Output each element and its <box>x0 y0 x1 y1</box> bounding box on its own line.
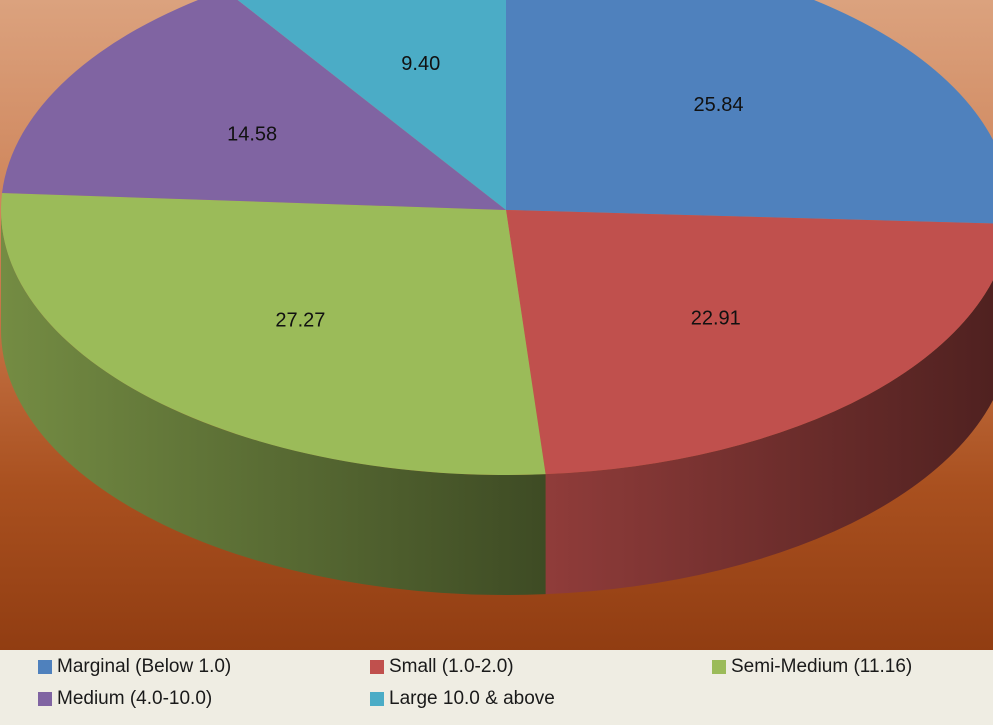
chart-area: 25.84 22.91 27.27 14.58 9.40 <box>0 0 993 650</box>
pie-side-small-1-0-2-0 <box>545 280 993 595</box>
pie-side-semi-medium-11-16 <box>1 210 546 595</box>
data-label-semi-medium-11-16: 27.27 <box>275 309 325 331</box>
legend-item-small: Small (1.0-2.0) <box>370 656 514 678</box>
legend-label-medium: Medium (4.0-10.0) <box>57 688 213 709</box>
legend-item-marginal: Marginal (Below 1.0) <box>38 656 231 678</box>
legend-item-semi-medium: Semi-Medium (11.16) <box>712 656 912 678</box>
data-label-marginal-below-1-0: 25.84 <box>693 94 743 116</box>
data-label-large-10-0-above: 9.40 <box>401 53 440 75</box>
legend-swatch-small <box>370 660 384 674</box>
legend-label-semi-medium: Semi-Medium (11.16) <box>731 656 913 677</box>
pie-slice-small-1-0-2-0 <box>506 210 993 475</box>
legend-swatch-large <box>370 692 384 706</box>
pie-slice-medium-4-0-10-0 <box>2 0 506 210</box>
legend-swatch-marginal <box>38 660 52 674</box>
pie-slice-marginal-below-1-0 <box>506 0 993 224</box>
legend-item-medium: Medium (4.0-10.0) <box>38 688 212 710</box>
legend-label-marginal: Marginal (Below 1.0) <box>57 656 232 677</box>
legend-label-large: Large 10.0 & above <box>389 688 555 709</box>
legend-swatch-medium <box>38 692 52 706</box>
legend-item-large: Large 10.0 & above <box>370 688 555 710</box>
data-label-small-1-0-2-0: 22.91 <box>691 307 741 329</box>
data-label-medium-4-0-10-0: 14.58 <box>227 123 277 145</box>
pie-chart: 25.84 22.91 27.27 14.58 9.40 <box>0 0 993 595</box>
legend: Marginal (Below 1.0) Small (1.0-2.0) Sem… <box>0 650 993 725</box>
legend-label-small: Small (1.0-2.0) <box>389 656 514 677</box>
pie-slice-semi-medium-11-16 <box>0 193 546 475</box>
legend-swatch-semi-medium <box>712 660 726 674</box>
pie-slice-large-10-0-above <box>237 0 506 210</box>
